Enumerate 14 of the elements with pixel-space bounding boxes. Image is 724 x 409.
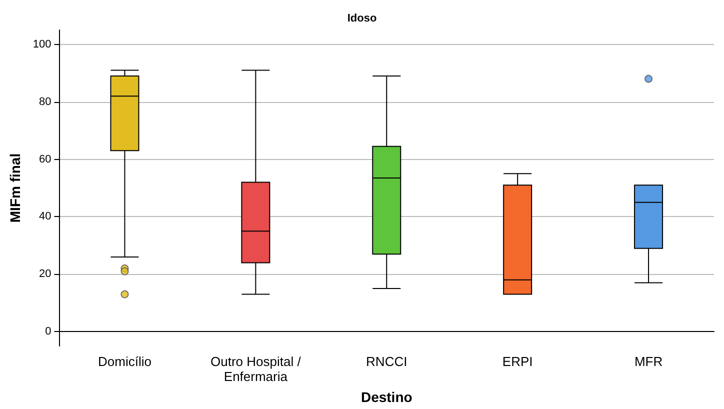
y-tick-label: 40 <box>39 210 52 223</box>
x-tick-label: Domicílio <box>98 354 152 369</box>
y-tick-label: 20 <box>39 268 52 280</box>
y-tick-label: 0 <box>45 326 52 338</box>
y-axis-title: MIFm final <box>7 153 23 223</box>
chart-title: Idoso <box>347 12 377 24</box>
x-tick-label: Outro Hospital / Enfermaria <box>210 354 302 384</box>
y-tick-label: 100 <box>32 38 52 50</box>
y-tick-label: 60 <box>39 153 52 166</box>
x-tick-label: ERPI <box>502 354 533 369</box>
y-tick-label: 80 <box>39 96 52 108</box>
x-tick-label: RNCCI <box>366 354 408 369</box>
x-axis-title: Destino <box>360 389 412 405</box>
x-tick-label: MFR <box>634 354 663 369</box>
